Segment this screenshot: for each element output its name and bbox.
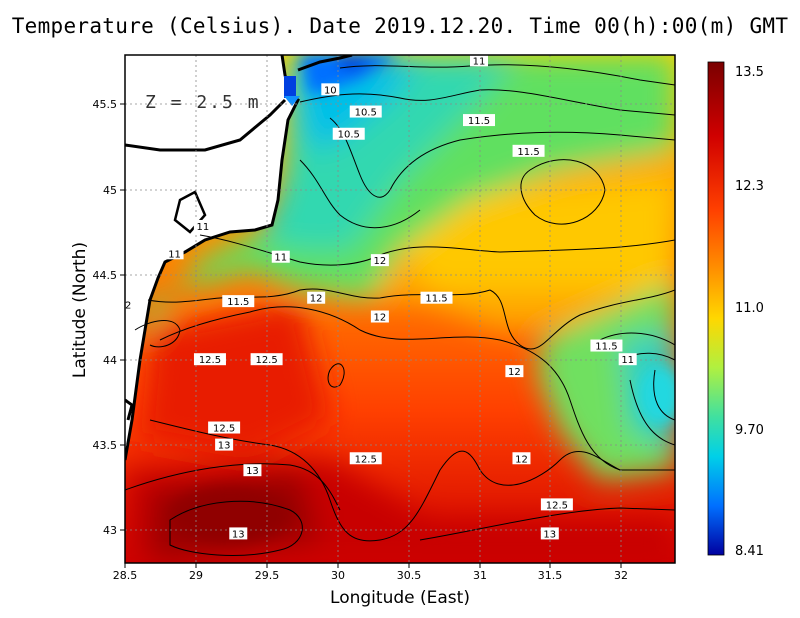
y-axis: 45.5 45 44.5 44 43.5 43 [93, 98, 125, 537]
svg-text:11.5: 11.5 [595, 342, 617, 353]
contour-label: 12 [307, 291, 326, 305]
y-tick-label: 44 [103, 354, 117, 367]
lake-outline [297, 55, 353, 72]
river-delta-coast [125, 98, 287, 152]
colorbar-label: 12.3 [735, 179, 764, 194]
y-tick-label: 44.5 [93, 269, 118, 282]
svg-text:12: 12 [374, 256, 387, 267]
x-tick-label: 31.5 [538, 569, 563, 582]
contour-label: 10 [321, 83, 340, 96]
svg-text:11: 11 [274, 253, 287, 264]
contour-label: 12 [370, 254, 389, 267]
contour-label: 12 [119, 298, 134, 312]
contour-label: 11.5 [420, 291, 453, 305]
x-tick-label: 30 [331, 569, 345, 582]
plot-frame [124, 54, 676, 564]
svg-text:10.5: 10.5 [355, 108, 377, 119]
contour-label: 12.5 [193, 353, 226, 366]
contour-label: 13 [540, 527, 559, 540]
contour-label-layer: 11 10 10.5 10.5 11.5 11.5 11 11 11 12 12 11.5 11.5 12… [119, 55, 637, 540]
svg-text:11: 11 [621, 355, 634, 366]
contour-label: 13 [243, 464, 262, 477]
y-tick-label: 43 [103, 524, 117, 537]
colorbar-label: 13.5 [735, 65, 764, 80]
svg-text:12: 12 [374, 313, 387, 324]
svg-text:12.5: 12.5 [213, 424, 235, 435]
contour-lines [125, 64, 675, 556]
contour-label: 12.5 [540, 498, 573, 511]
x-axis: 28.5 29 29.5 30 30.5 31 31.5 32 [113, 563, 628, 582]
contour-label: 11.5 [463, 114, 495, 127]
colorbar: 13.5 12.3 11.0 9.70 8.41 [707, 61, 764, 559]
contour-label: 11 [470, 55, 488, 67]
contour-label: 13 [215, 438, 234, 452]
coastline [125, 55, 300, 461]
temperature-field: 11 10 10.5 10.5 11.5 11.5 11 11 11 12 12 11.5 11.5 12… [119, 55, 675, 563]
x-tick-label: 29.5 [255, 569, 280, 582]
chart-title: Temperature (Celsius). Date 2019.12.20. … [11, 14, 789, 38]
svg-text:12.5: 12.5 [255, 355, 277, 366]
contour-label: 11.5 [222, 295, 255, 308]
y-tick-label: 43.5 [93, 439, 118, 452]
svg-text:13: 13 [232, 529, 245, 540]
contour-label: 10.5 [332, 127, 365, 141]
x-axis-title: Longitude (East) [330, 588, 470, 608]
svg-text:10.5: 10.5 [338, 130, 360, 141]
svg-text:11.5: 11.5 [227, 297, 249, 308]
contour-label: 12.5 [250, 353, 283, 366]
colorbar-label: 11.0 [735, 301, 764, 316]
svg-text:12.5: 12.5 [355, 454, 377, 465]
contour-label: 13 [229, 527, 248, 540]
contour-label: 11 [271, 250, 290, 264]
contour-label: 11.5 [590, 339, 623, 353]
svg-text:13: 13 [246, 466, 259, 477]
svg-text:12.5: 12.5 [546, 500, 568, 511]
svg-text:11: 11 [168, 249, 181, 260]
contour-label: 12 [505, 365, 524, 378]
svg-text:12: 12 [515, 454, 528, 465]
svg-text:12: 12 [310, 294, 323, 305]
y-tick-label: 45 [103, 184, 117, 197]
svg-text:12: 12 [508, 367, 521, 378]
x-tick-label: 29 [189, 569, 203, 582]
colorbar-gradient [707, 61, 725, 556]
x-tick-label: 28.5 [113, 569, 138, 582]
contour-label: 12.5 [208, 421, 241, 435]
x-tick-label: 30.5 [397, 569, 422, 582]
contour-label: 12.5 [349, 452, 382, 465]
svg-text:12.5: 12.5 [199, 355, 221, 366]
svg-text:13: 13 [218, 441, 231, 452]
svg-text:13: 13 [543, 529, 556, 540]
svg-text:11.5: 11.5 [517, 147, 539, 158]
contour-label: 12 [512, 452, 531, 465]
svg-text:10: 10 [324, 85, 337, 96]
x-tick-label: 32 [614, 569, 628, 582]
svg-text:11.5: 11.5 [468, 116, 490, 127]
colorbar-label: 8.41 [735, 544, 764, 559]
svg-text:12: 12 [119, 301, 132, 312]
contour-label: 12 [370, 310, 389, 324]
contour-label: 10.5 [349, 105, 382, 119]
x-tick-label: 31 [473, 569, 487, 582]
depth-label: Z = 2.5 m [145, 92, 261, 113]
svg-text:11: 11 [473, 56, 486, 67]
y-axis-title: Latitude (North) [70, 241, 90, 379]
y-tick-label: 45.5 [93, 98, 118, 111]
contour-label: 11 [193, 219, 212, 233]
land-mask [125, 55, 298, 460]
contour-label: 11 [165, 247, 184, 260]
contour-label: 11.5 [512, 144, 545, 158]
colorbar-label: 9.70 [735, 423, 764, 438]
contour-label: 11 [618, 353, 637, 366]
svg-text:11.5: 11.5 [425, 294, 447, 305]
svg-text:11: 11 [197, 222, 210, 233]
